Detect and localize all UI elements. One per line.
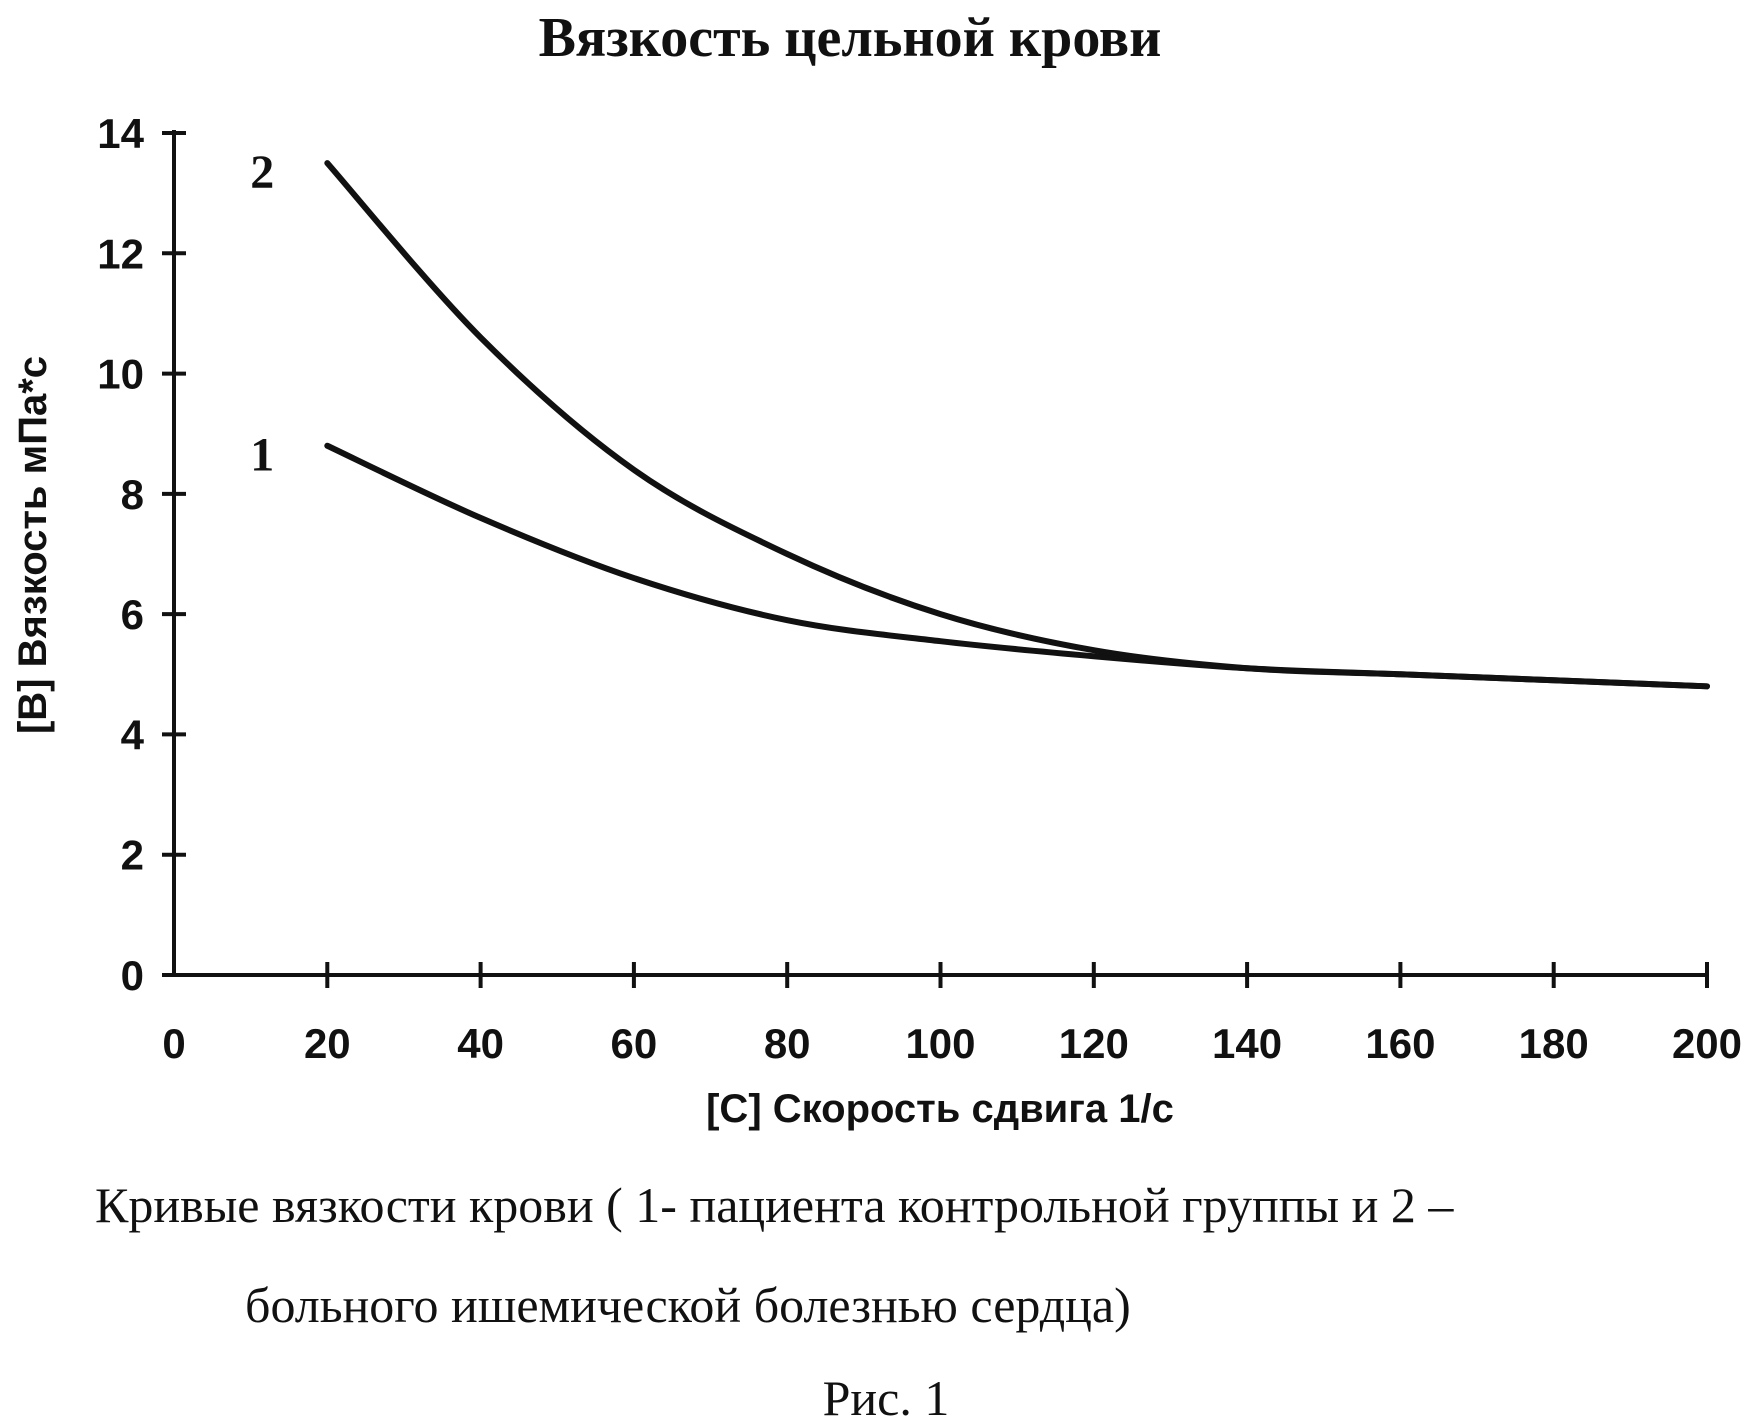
y-tick-label: 8 — [121, 471, 144, 518]
caption-line-1: Кривые вязкости крови ( 1- пациента конт… — [95, 1177, 1454, 1233]
figure-label: Рис. 1 — [823, 1370, 950, 1425]
y-tick-label: 2 — [121, 832, 144, 879]
series-layer: 12 — [250, 146, 1710, 690]
x-tick-label: 100 — [905, 1020, 975, 1067]
series-2-label: 2 — [250, 146, 274, 199]
series-2-line — [324, 160, 1710, 690]
y-ticks: 0 2 4 6 8 10 12 14 — [97, 110, 186, 999]
chart-title: Вязкость цельной крови — [539, 7, 1162, 69]
x-tick-label: 180 — [1519, 1020, 1589, 1067]
x-tick-label: 40 — [457, 1020, 504, 1067]
x-tick-label: 140 — [1212, 1020, 1282, 1067]
y-tick-label: 14 — [97, 110, 144, 157]
x-tick-label: 60 — [611, 1020, 658, 1067]
x-tick-label: 80 — [764, 1020, 811, 1067]
series-1-label: 1 — [250, 429, 274, 482]
y-tick-label: 0 — [121, 952, 144, 999]
y-tick-label: 12 — [97, 230, 144, 277]
series-1-line — [324, 442, 1710, 690]
y-axis-label: [В] Вязкость мПа*с — [11, 356, 55, 734]
x-tick-label: 120 — [1059, 1020, 1129, 1067]
y-tick-label: 10 — [97, 351, 144, 398]
x-tick-label: 200 — [1672, 1020, 1742, 1067]
y-tick-label: 4 — [121, 711, 145, 758]
y-tick-label: 6 — [121, 591, 144, 638]
x-ticks: 0 20 40 60 80 100 120 140 160 180 200 — [162, 962, 1742, 1067]
x-axis-label: [С] Скорость сдвига 1/с — [706, 1087, 1174, 1131]
caption-line-2: больного ишемической болезнью сердца) — [245, 1277, 1131, 1333]
x-tick-label: 0 — [162, 1020, 185, 1067]
x-tick-label: 20 — [304, 1020, 351, 1067]
x-tick-label: 160 — [1365, 1020, 1435, 1067]
